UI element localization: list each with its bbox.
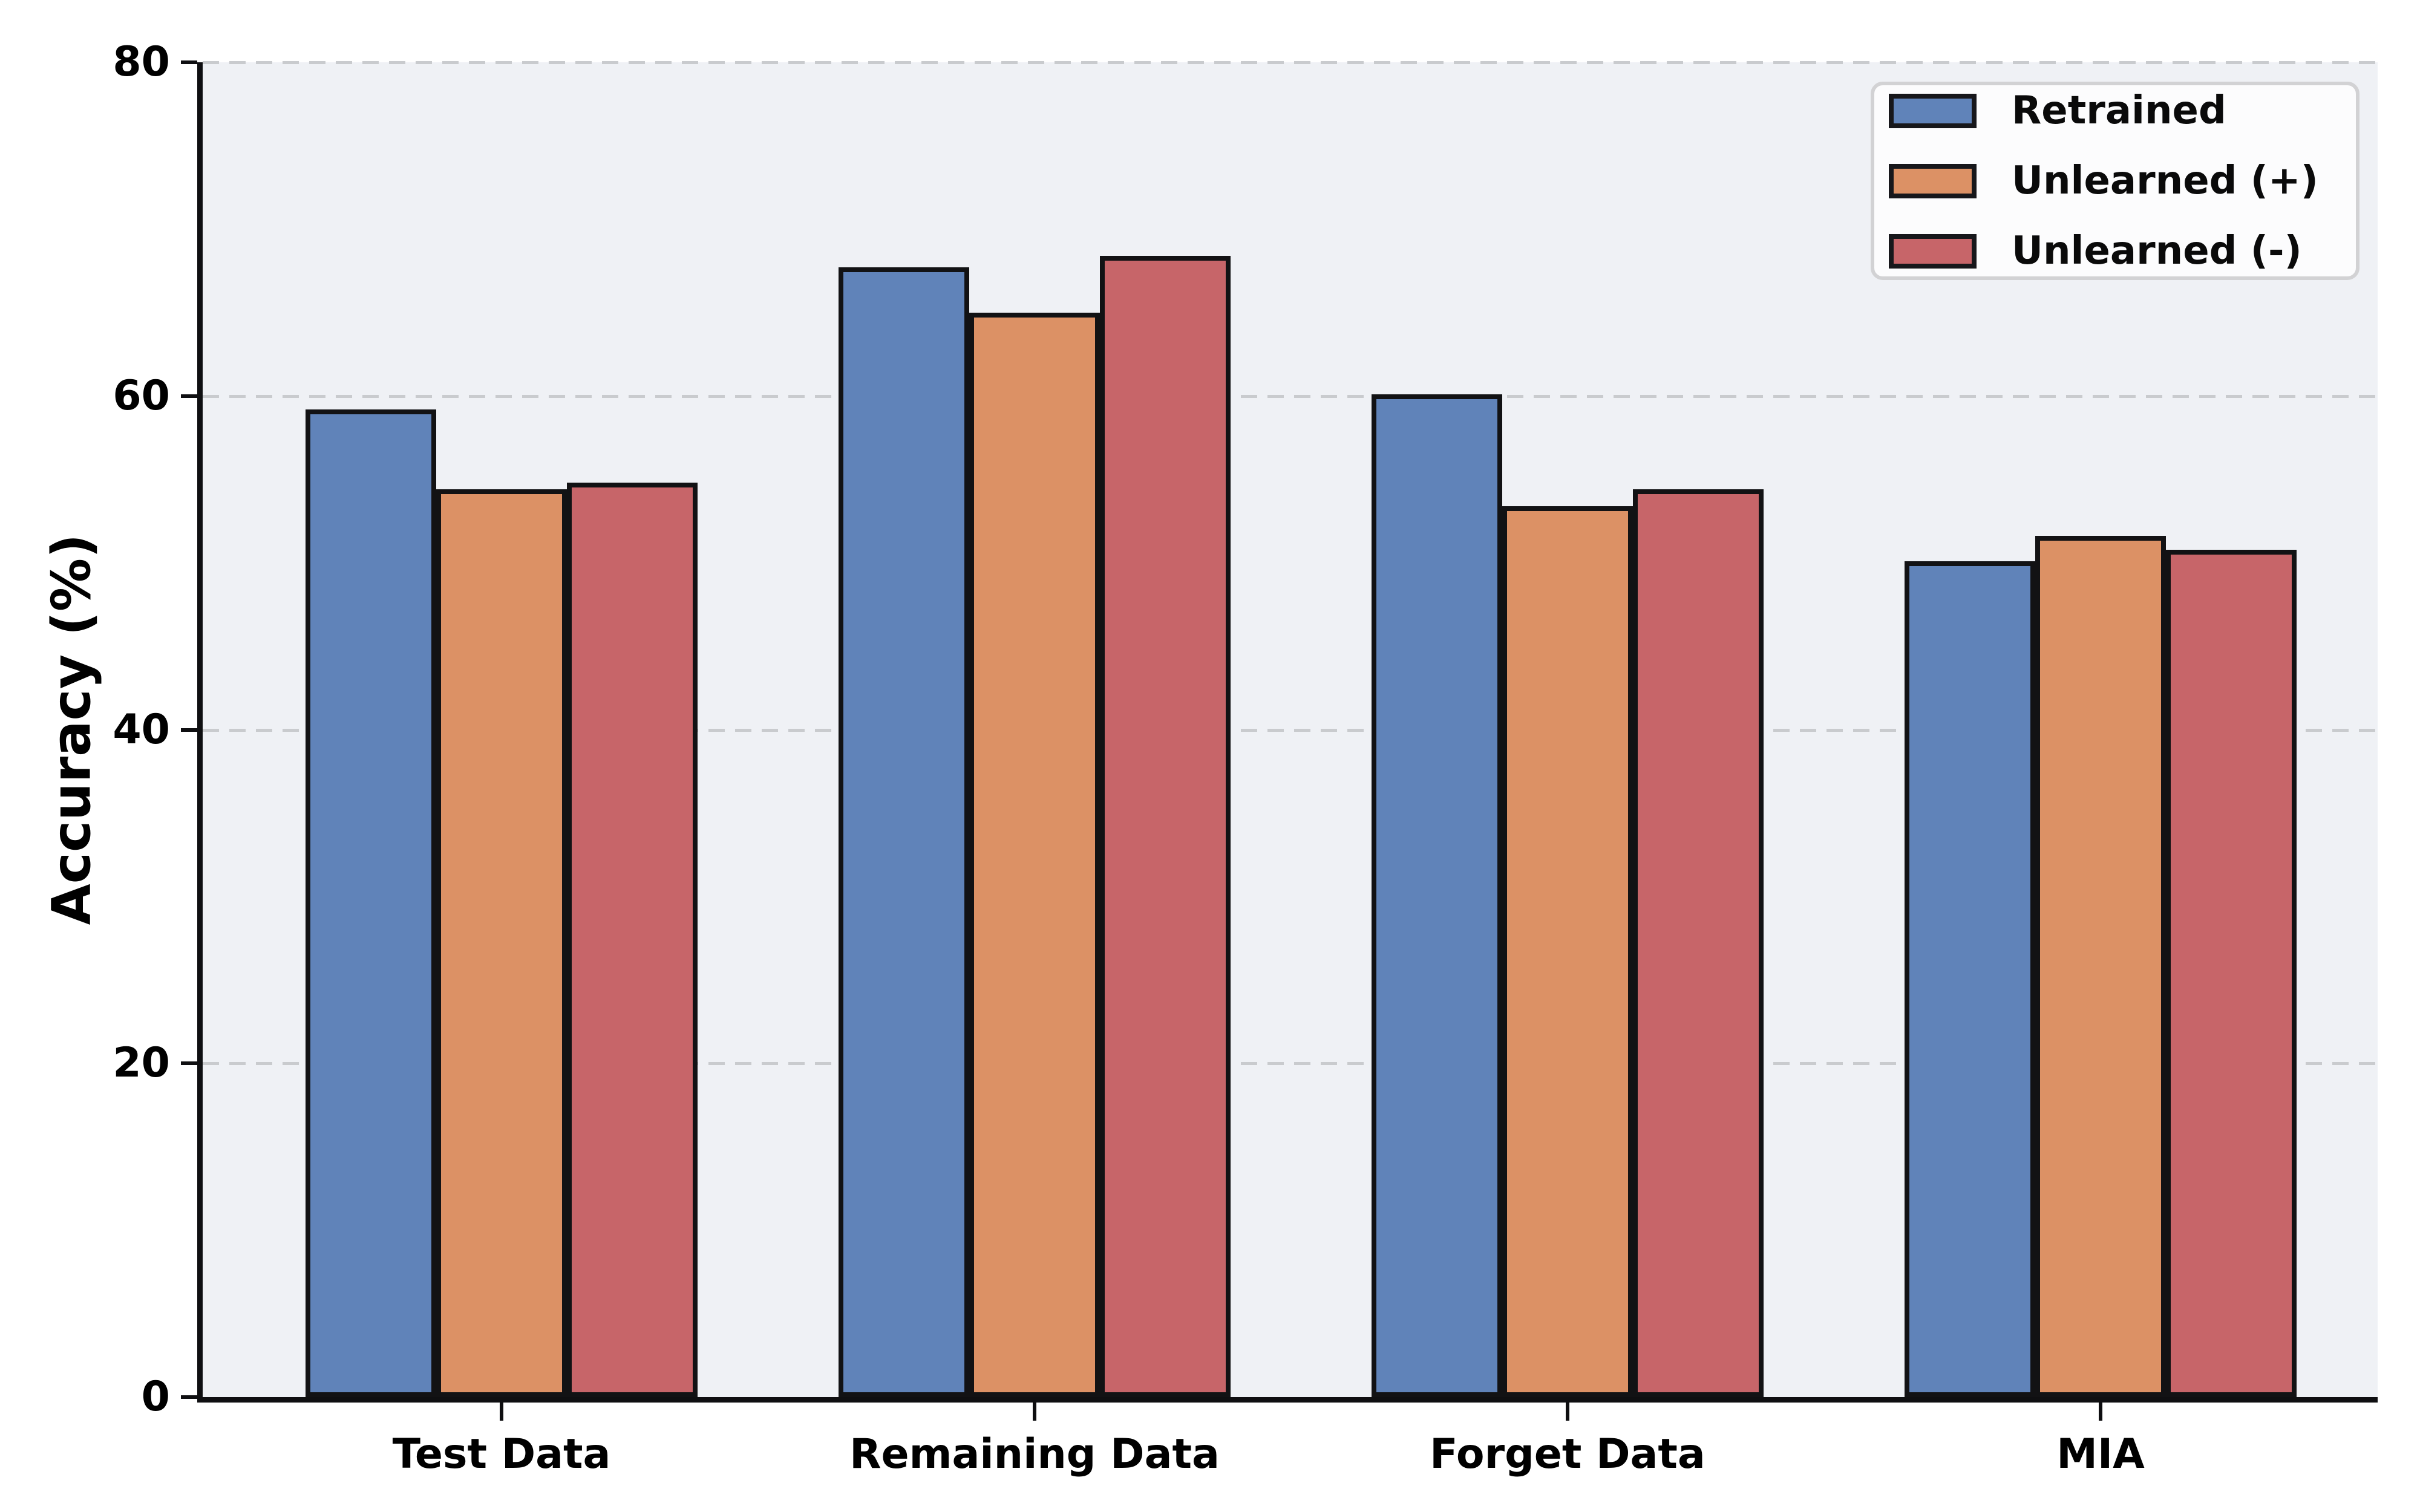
bar-unlearned-forget-data [1633,489,1764,1397]
bar-unlearned-mia [2166,549,2297,1397]
bar-unlearned-remaining-data [1100,256,1231,1397]
x-tick-mark-mia [2099,1403,2102,1421]
legend-swatch-unlearned-minus-icon [1889,233,1977,269]
y-tick-mark-20 [181,1061,197,1066]
bar-unlearned-test-data [567,483,698,1397]
bar-unlearned-remaining-data [969,312,1100,1397]
bar-unlearned-mia [2035,536,2166,1397]
legend-swatch-retrained-icon [1889,93,1977,128]
y-tick-label-0: 0 [141,1373,170,1421]
legend-item-unlearned-minus: Unlearned (-) [1889,232,2356,270]
y-tick-mark-60 [181,394,197,398]
bar-unlearned-forget-data [1502,506,1633,1397]
y-tick-label-80: 80 [113,38,170,86]
legend: Retrained Unlearned (+) Unlearned (-) [1871,82,2360,280]
legend-swatch-unlearned-plus-icon [1889,163,1977,198]
bar-retrained-test-data [306,409,436,1397]
legend-item-retrained: Retrained [1889,91,2356,130]
y-tick-mark-40 [181,728,197,732]
legend-label: Retrained [2012,88,2226,133]
y-gridline-60 [203,394,2378,398]
y-gridline-20 [203,1062,2378,1066]
bar-retrained-forget-data [1372,394,1502,1397]
bar-retrained-mia [1905,561,2035,1397]
bar-unlearned-test-data [436,489,567,1397]
x-tick-label-mia: MIA [2056,1430,2145,1478]
y-tick-label-60: 60 [113,371,170,420]
y-gridline-40 [203,728,2378,732]
x-tick-label-test-data: Test Data [392,1430,611,1478]
y-tick-mark-80 [181,60,197,64]
y-tick-label-20: 20 [113,1039,170,1087]
x-tick-label-remaining-data: Remaining Data [849,1430,1220,1478]
legend-label: Unlearned (+) [2012,158,2318,203]
legend-label: Unlearned (-) [2012,229,2302,273]
legend-item-unlearned-plus: Unlearned (+) [1889,161,2356,200]
bar-retrained-remaining-data [839,267,969,1397]
x-tick-mark-forget-data [1566,1403,1569,1421]
y-tick-mark-0 [181,1395,197,1399]
x-tick-label-forget-data: Forget Data [1430,1430,1705,1478]
x-tick-mark-test-data [500,1403,503,1421]
x-tick-mark-remaining-data [1033,1403,1036,1421]
y-tick-label-40: 40 [113,705,170,754]
y-gridline-80 [203,61,2378,64]
